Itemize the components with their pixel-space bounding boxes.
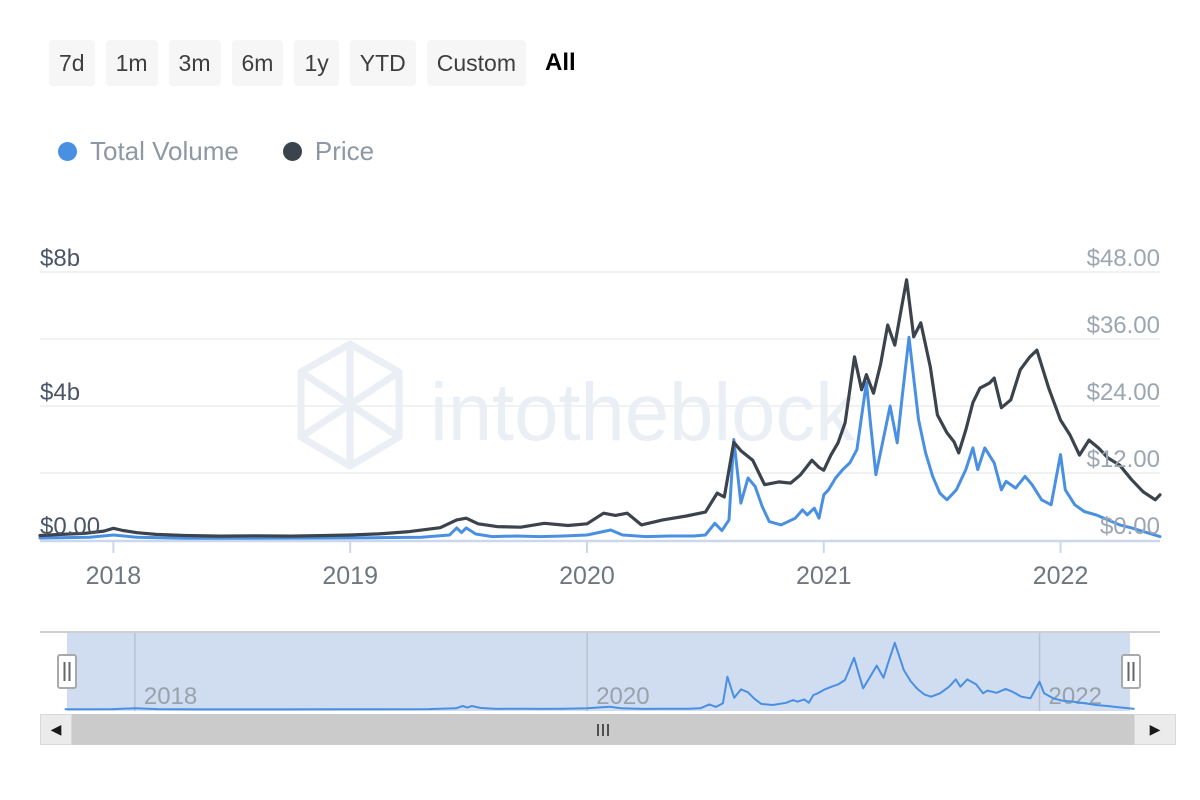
left-axis-label: $8b bbox=[40, 245, 80, 272]
legend-item-total-volume[interactable]: Total Volume bbox=[58, 136, 239, 167]
range-button-all[interactable]: All bbox=[537, 40, 584, 86]
range-button-1y[interactable]: 1y bbox=[294, 40, 339, 86]
series-line-price bbox=[38, 278, 1162, 538]
navigator-handle-left[interactable] bbox=[57, 654, 77, 689]
series-line-total-volume bbox=[38, 335, 1162, 540]
legend-marker-icon bbox=[282, 142, 302, 161]
range-button-3m[interactable]: 3m bbox=[168, 40, 221, 86]
right-axis-label: $48.00 bbox=[1087, 245, 1160, 272]
right-axis-label: $12.00 bbox=[1087, 446, 1160, 473]
scrollbar-grip-icon bbox=[597, 723, 609, 736]
axis-labels: $8b $4b $0.00 $48.00 $36.00 $24.00 $12.00 $0.00… bbox=[40, 245, 1160, 590]
watermark: intotheblock bbox=[297, 340, 856, 470]
x-axis-label: 2020 bbox=[559, 562, 615, 590]
intotheblock-logo-icon bbox=[297, 340, 403, 470]
navigator-year-label: 2020 bbox=[596, 683, 649, 710]
scroll-left-icon: ◀ bbox=[50, 721, 62, 737]
legend-label: Total Volume bbox=[90, 136, 239, 166]
navigator-series-line bbox=[64, 641, 1135, 711]
scrollbar-left-button[interactable]: ◀ bbox=[40, 714, 72, 745]
range-button-custom[interactable]: Custom bbox=[426, 40, 526, 86]
left-axis-label: $0.00 bbox=[40, 513, 100, 540]
right-axis-label: $24.00 bbox=[1087, 379, 1160, 406]
handle-body[interactable] bbox=[57, 654, 77, 689]
legend-label: Price bbox=[314, 136, 375, 166]
range-selector: 7d 1m 3m 6m 1y YTD Custom All bbox=[49, 40, 584, 86]
x-axis-label: 2019 bbox=[322, 562, 378, 590]
series-lines bbox=[38, 278, 1162, 540]
range-button-6m[interactable]: 6m bbox=[231, 40, 284, 86]
watermark-text: intotheblock bbox=[430, 367, 856, 458]
handle-body[interactable] bbox=[1121, 654, 1141, 689]
navigator-handle-right[interactable] bbox=[1121, 654, 1141, 689]
x-axis-label: 2018 bbox=[86, 562, 142, 590]
navigator-year-label: 2018 bbox=[144, 683, 197, 710]
scroll-right-icon: ▶ bbox=[1149, 721, 1161, 737]
legend-marker-icon bbox=[58, 142, 77, 161]
navigator-selected-range[interactable] bbox=[67, 633, 1130, 711]
x-axis-label: 2022 bbox=[1033, 562, 1089, 590]
scrollbar[interactable]: ◀ ▶ bbox=[40, 714, 1176, 745]
scrollbar-thumb[interactable] bbox=[72, 714, 1134, 745]
range-button-7d[interactable]: 7d bbox=[49, 40, 95, 86]
left-axis-label: $4b bbox=[40, 379, 80, 406]
legend: Total Volume Price bbox=[58, 136, 374, 167]
navigator-year-label: 2022 bbox=[1049, 683, 1102, 710]
range-button-ytd[interactable]: YTD bbox=[349, 40, 416, 86]
right-axis-label: $36.00 bbox=[1087, 312, 1160, 339]
x-axis-label: 2021 bbox=[796, 562, 852, 590]
right-axis-label: $0.00 bbox=[1100, 513, 1160, 540]
navigator: 2018 2020 2022 bbox=[40, 631, 1160, 711]
scrollbar-right-button[interactable]: ▶ bbox=[1134, 714, 1176, 745]
range-button-1m[interactable]: 1m bbox=[105, 40, 158, 86]
legend-item-price[interactable]: Price bbox=[282, 136, 375, 167]
